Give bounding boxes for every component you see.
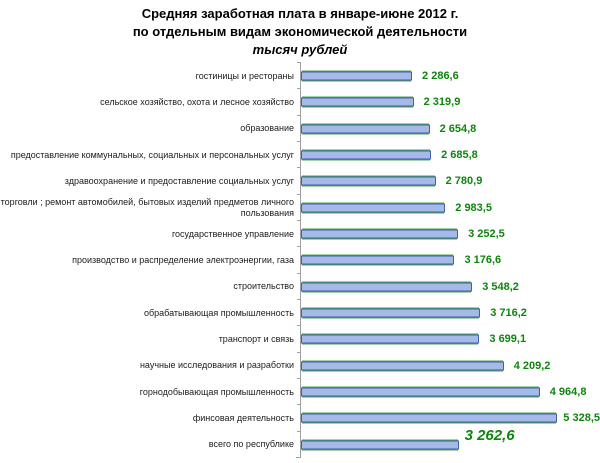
bar-track: 4 964,8 xyxy=(297,377,600,406)
bar-value-label: 3 262,6 xyxy=(464,427,515,445)
bar xyxy=(301,150,432,160)
chart-title-line2: по отдельным видам экономической деятель… xyxy=(132,24,468,39)
category-label: производство и распределение электроэнер… xyxy=(72,255,294,266)
bar-row: транспорт и связь 3 699,1 xyxy=(0,325,600,353)
category-label: сельское хозяйство, охота и лесное хозяй… xyxy=(100,97,294,108)
bar xyxy=(301,124,430,134)
category-label: государственное управление xyxy=(171,228,294,239)
category-label: транспорт и связь xyxy=(218,334,294,345)
category-label: торговли ; ремонт автомобилей, бытовых и… xyxy=(0,197,294,218)
bar-track: 2 983,5 xyxy=(297,193,600,221)
category-label: здравоохранение и предоставление социаль… xyxy=(64,176,294,187)
bar-row: сельское хозяйство, охота и лесное хозяй… xyxy=(0,88,600,116)
bar-track: 2 286,6 xyxy=(297,61,600,90)
category-label: горнодобывающая промышленность xyxy=(139,386,294,397)
bar-track: 3 262,6 xyxy=(297,427,600,458)
bar-track: 3 548,2 xyxy=(297,272,600,300)
bar-value-label: 3 252,5 xyxy=(468,228,505,241)
bar-track: 5 328,5 xyxy=(297,404,600,432)
bar-track: 3 252,5 xyxy=(297,219,600,248)
bar xyxy=(301,361,504,371)
bar-track: 2 319,9 xyxy=(297,88,600,116)
category-label: строительство xyxy=(233,281,294,292)
bar-track: 2 685,8 xyxy=(297,140,600,169)
bar-row: государственное управление 3 252,5 xyxy=(0,219,600,248)
bar-value-label: 2 654,8 xyxy=(439,122,477,135)
bar-row: научные исследования и разработки 4 209,… xyxy=(0,351,600,379)
bar xyxy=(301,413,558,423)
category-label: предоставление коммунальных, социальных … xyxy=(10,149,294,160)
category-label: обрабатывающая промышленность xyxy=(143,307,294,318)
chart-title-line1: Средняя заработная плата в январе-июне 2… xyxy=(141,6,459,21)
plot-rows: гостиницы и рестораны 2 286,6 сельское х… xyxy=(0,61,600,458)
bar xyxy=(301,440,459,450)
bar-row: предоставление коммунальных, социальных … xyxy=(0,140,600,169)
category-label: гостиницы и рестораны xyxy=(195,70,294,81)
chart-unit-label: тысяч рублей xyxy=(252,42,348,57)
chart-header: Средняя заработная плата в январе-июне 2… xyxy=(0,0,600,59)
bar xyxy=(301,282,473,292)
bar xyxy=(301,387,540,397)
bar-value-label: 3 699,1 xyxy=(489,333,527,346)
bar-value-label: 2 685,8 xyxy=(441,149,478,162)
bar-track: 2 780,9 xyxy=(297,167,600,195)
category-label: научные исследования и разработки xyxy=(139,360,294,371)
bar-row: производство и распределение электроэнер… xyxy=(0,246,600,274)
bar-row: горнодобывающая промышленность 4 964,8 xyxy=(0,377,600,406)
bar-track: 4 209,2 xyxy=(297,351,600,379)
bar-value-label: 3 176,6 xyxy=(464,254,502,267)
bar xyxy=(301,334,480,344)
bar-track: 3 716,2 xyxy=(297,298,600,327)
bar-value-label: 2 286,6 xyxy=(422,70,459,83)
bar-row: обрабатывающая промышленность 3 716,2 xyxy=(0,298,600,327)
bar xyxy=(301,71,413,81)
bar-value-label: 3 716,2 xyxy=(490,307,527,320)
bar xyxy=(301,97,414,107)
bar-row: финсовая деятельность 5 328,5 xyxy=(0,404,600,432)
bar-row: всего по республике 3 262,6 xyxy=(0,427,600,458)
bar-value-label: 2 780,9 xyxy=(445,175,483,188)
bar-row: строительство 3 548,2 xyxy=(0,272,600,300)
category-label: финсовая деятельность xyxy=(192,413,294,424)
category-label: всего по республике xyxy=(208,439,294,450)
bar-row: гостиницы и рестораны 2 286,6 xyxy=(0,61,600,90)
bar xyxy=(301,176,436,186)
bar-value-label: 3 548,2 xyxy=(482,280,519,293)
bar xyxy=(301,308,481,318)
bar-row: здравоохранение и предоставление социаль… xyxy=(0,167,600,195)
bar-row: образование 2 654,8 xyxy=(0,114,600,142)
bar-value-label: 5 328,5 xyxy=(563,412,600,425)
bar xyxy=(301,255,455,265)
bar-value-label: 4 209,2 xyxy=(513,359,551,372)
category-label: образование xyxy=(240,123,294,134)
bar xyxy=(301,229,459,239)
bar-track: 2 654,8 xyxy=(297,114,600,142)
bar-row: торговли ; ремонт автомобилей, бытовых и… xyxy=(0,193,600,221)
bar xyxy=(301,203,446,213)
bar-value-label: 2 319,9 xyxy=(423,96,461,109)
bar-track: 3 699,1 xyxy=(297,325,600,353)
bar-value-label: 2 983,5 xyxy=(455,201,492,214)
bar-track: 3 176,6 xyxy=(297,246,600,274)
bar-value-label: 4 964,8 xyxy=(549,386,587,399)
